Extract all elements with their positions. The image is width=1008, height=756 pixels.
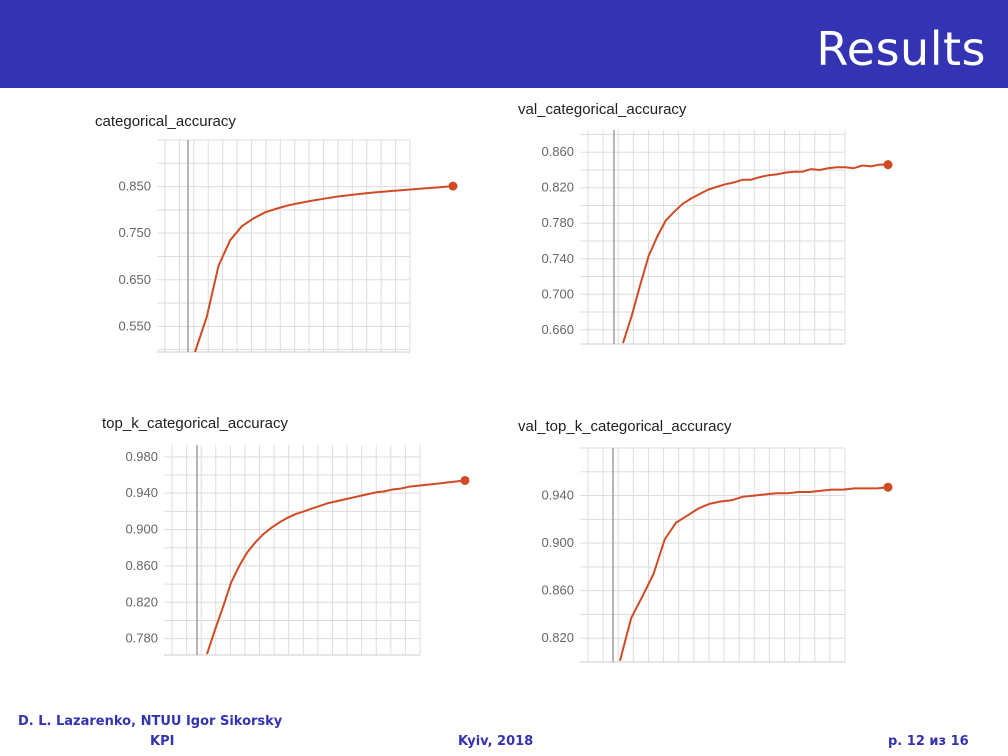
series-line <box>619 486 889 662</box>
y-tick-label: 0.740 <box>541 251 574 266</box>
footer-page-number: p. 12 из 16 <box>888 734 969 749</box>
chart-top-k-categorical-accuracy: 0.980 0.940 0.900 0.860 0.820 0.780 <box>125 445 470 656</box>
chart-val-categorical-accuracy: 0.860 0.820 0.780 0.740 0.700 0.660 <box>541 130 893 345</box>
y-tick-label: 0.820 <box>541 630 574 645</box>
y-tick-label: 0.780 <box>541 215 574 230</box>
y-tick-label: 0.820 <box>541 180 574 195</box>
series-end-point <box>883 160 893 170</box>
y-tick-label: 0.980 <box>125 449 158 464</box>
y-tick-label: 0.900 <box>125 522 158 537</box>
series-line <box>194 185 454 353</box>
series-end-point <box>883 482 893 492</box>
y-tick-label: 0.650 <box>118 272 151 287</box>
series-end-point <box>460 475 470 485</box>
chart-title-val-top-k-categorical-accuracy: val_top_k_categorical_accuracy <box>518 418 732 435</box>
y-tick-label: 0.820 <box>125 594 158 609</box>
footer-affiliation: KPI <box>150 734 175 749</box>
y-tick-label: 0.550 <box>118 318 151 333</box>
series-line <box>622 163 888 344</box>
y-tick-label: 0.860 <box>541 144 574 159</box>
chart-title-top-k-categorical-accuracy: top_k_categorical_accuracy <box>102 415 288 432</box>
y-tick-label: 0.900 <box>541 535 574 550</box>
series-end-point <box>448 181 458 191</box>
y-tick-label: 0.860 <box>125 558 158 573</box>
y-tick-label: 0.940 <box>125 485 158 500</box>
chart-title-categorical-accuracy: categorical_accuracy <box>95 113 236 130</box>
chart-val-top-k-categorical-accuracy: 0.940 0.900 0.860 0.820 <box>541 447 893 663</box>
slide-title: Results <box>816 22 986 76</box>
y-tick-label: 0.860 <box>541 583 574 598</box>
chart-title-val-categorical-accuracy: val_categorical_accuracy <box>518 101 687 118</box>
chart-categorical-accuracy: 0.850 0.750 0.650 0.550 <box>118 139 458 353</box>
y-tick-label: 0.780 <box>125 631 158 646</box>
y-tick-label: 0.700 <box>541 286 574 301</box>
y-tick-label: 0.940 <box>541 488 574 503</box>
y-tick-label: 0.750 <box>118 225 151 240</box>
slide-header: Results <box>0 0 1008 88</box>
footer-place-date: Kyiv, 2018 <box>458 734 534 749</box>
footer-author: D. L. Lazarenko, NTUU Igor Sikorsky <box>18 714 283 729</box>
y-tick-label: 0.660 <box>541 322 574 337</box>
y-tick-label: 0.850 <box>118 179 151 194</box>
series-line <box>206 479 466 655</box>
